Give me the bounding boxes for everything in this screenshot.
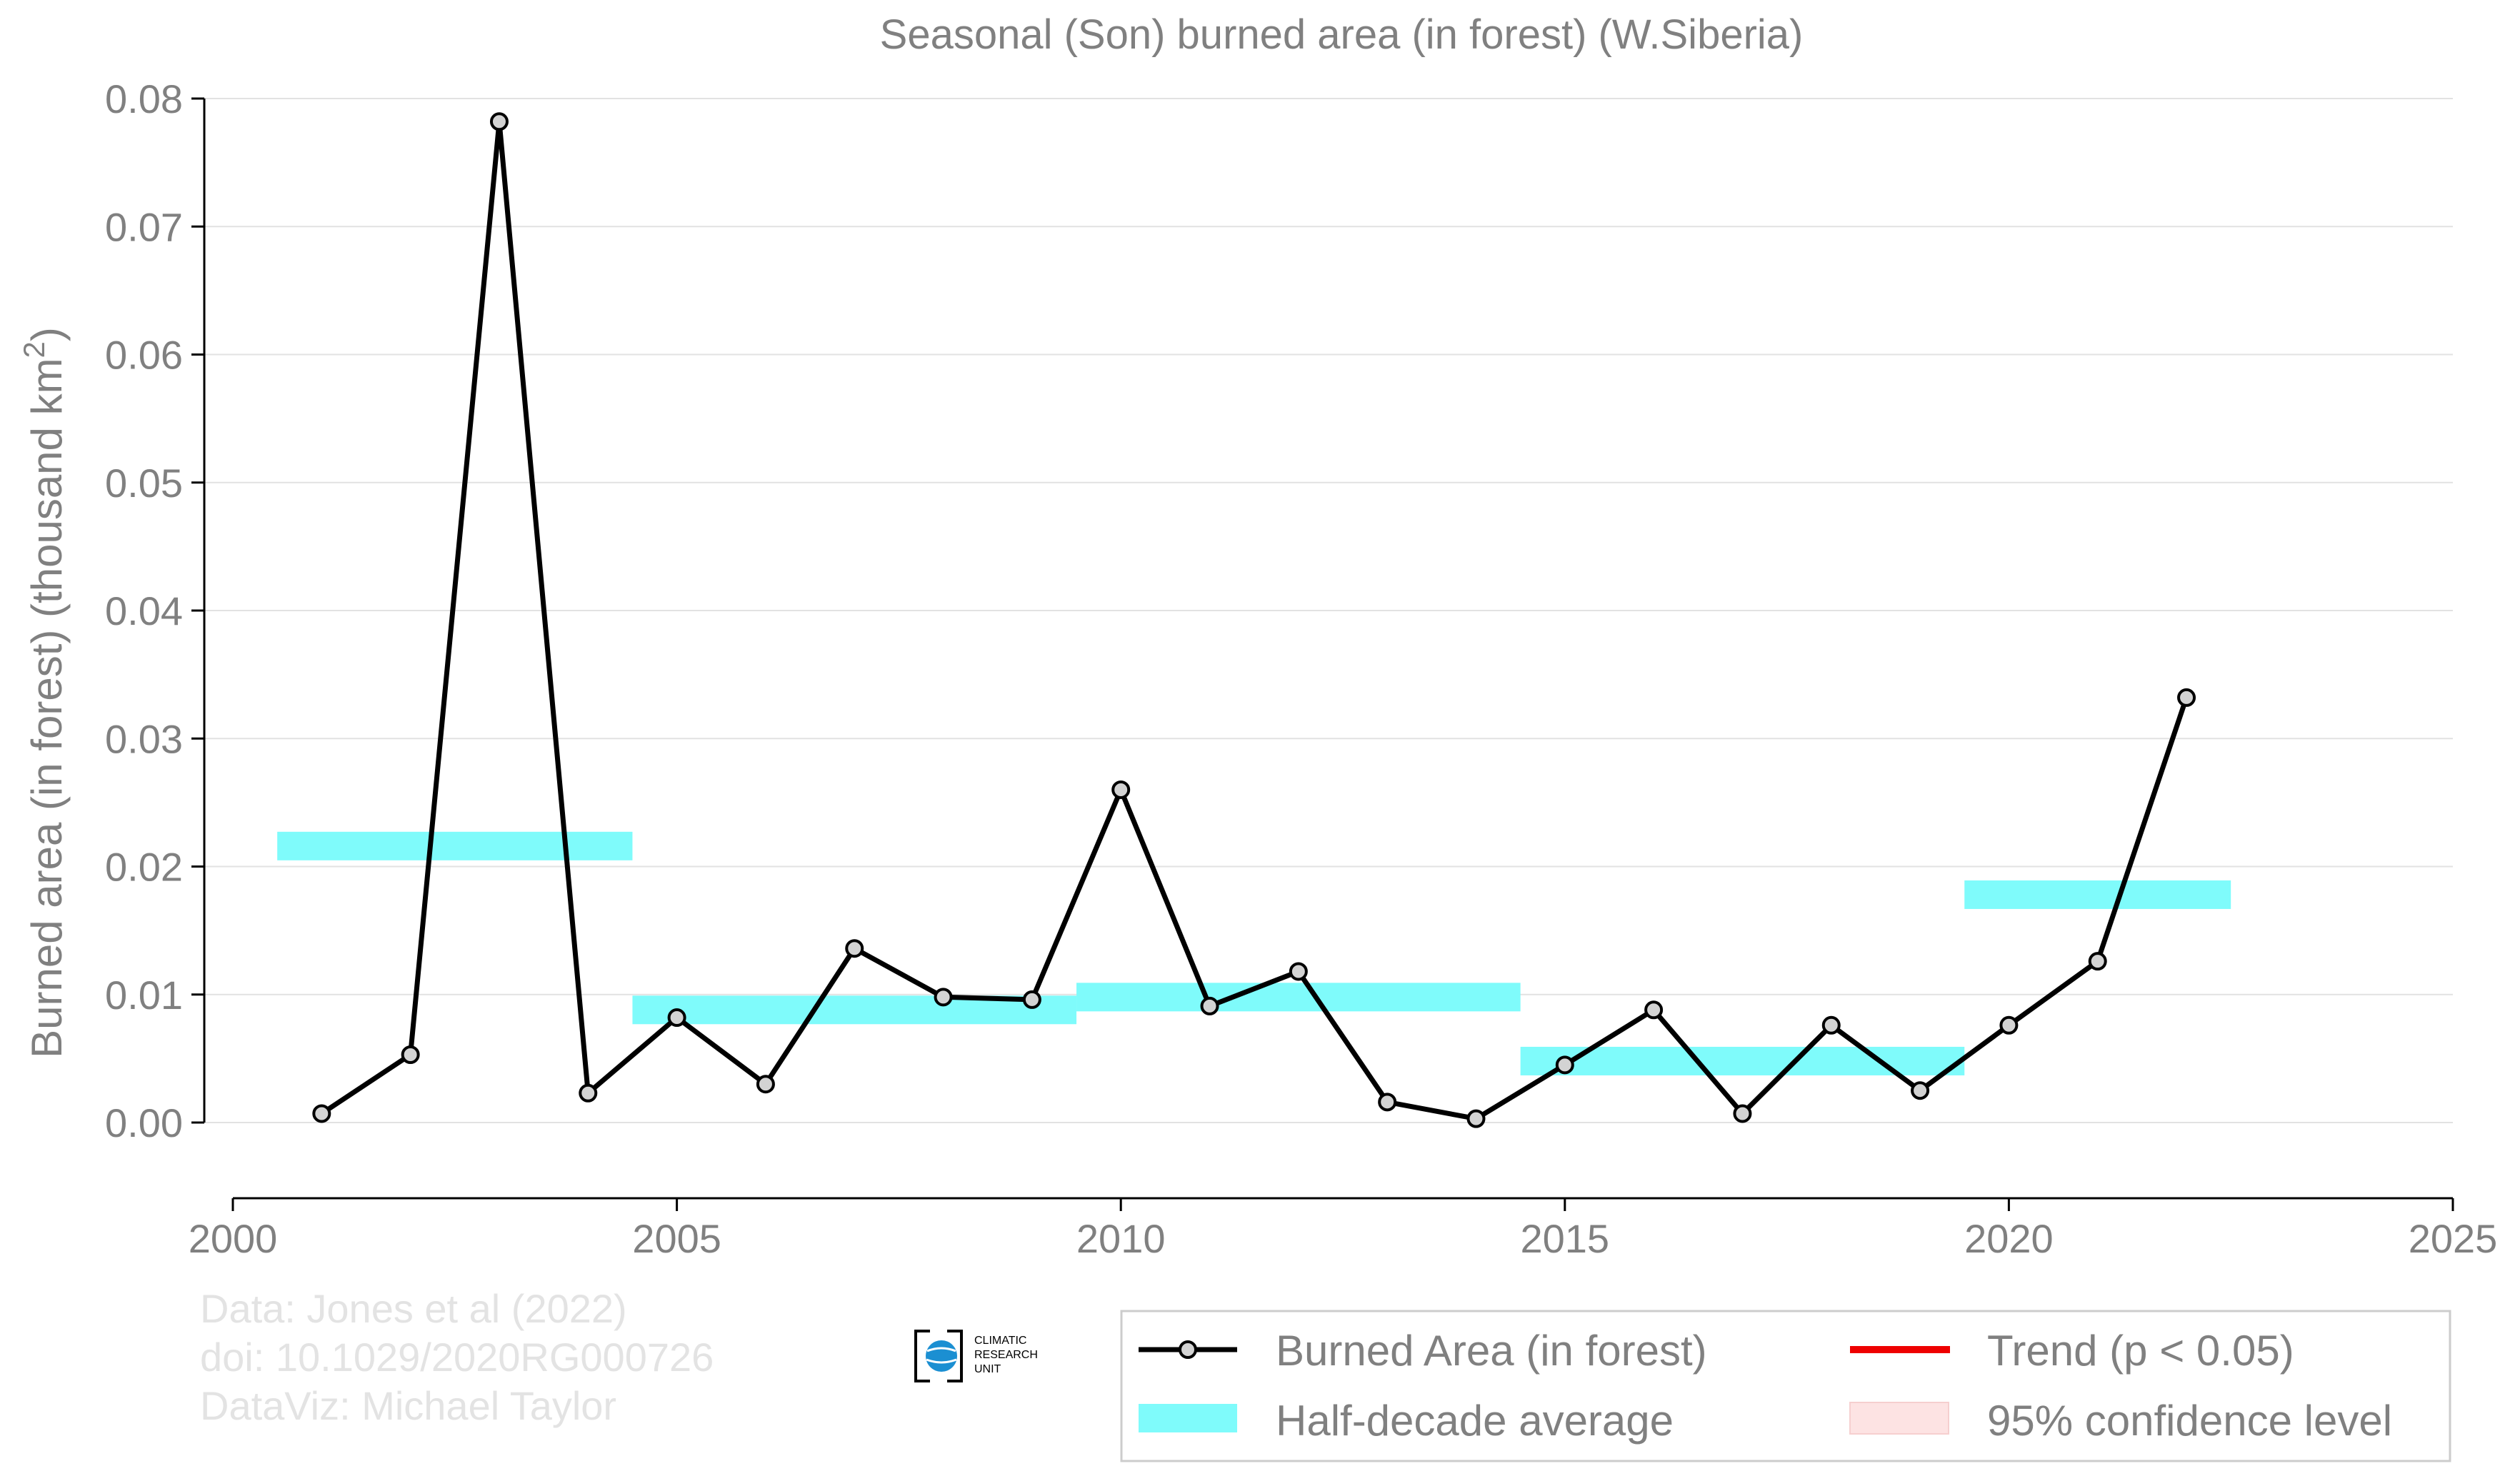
y-tick-label: 0.05 [105, 461, 183, 506]
burned-area-point [489, 112, 509, 131]
half-decade-average-bar [1964, 880, 2231, 909]
burned-area-point [934, 988, 953, 1007]
burned-area-point [756, 1075, 775, 1094]
legend-label-burned-area: Burned Area (in forest) [1276, 1327, 1707, 1375]
legend-label-half-decade: Half-decade average [1276, 1397, 1674, 1445]
chart-title: Seasonal (Son) burned area (in forest) (… [880, 11, 1804, 58]
burned-area-line [320, 119, 2189, 1122]
legend-label-trend: Trend (p < 0.05) [1987, 1327, 2294, 1375]
x-tick-label: 2020 [1964, 1216, 2054, 1261]
x-tick-label: 2000 [189, 1216, 278, 1261]
x-tick-label: 2015 [1521, 1216, 1610, 1261]
burned-area-point [845, 939, 864, 958]
burned-area-point [1644, 1000, 1664, 1020]
legend-confidence-swatch [1849, 1402, 1949, 1435]
credits: Data: Jones et al (2022) doi: 10.1029/20… [200, 1286, 714, 1428]
legend-label-confidence: 95% confidence level [1987, 1397, 2392, 1445]
burned-area-point [1999, 1015, 2019, 1035]
y-tick-label: 0.01 [105, 973, 183, 1018]
burned-area-point [1466, 1109, 1486, 1128]
cru-logo-text-1: CLIMATIC [974, 1335, 1026, 1347]
cru-logo-text-2: RESEARCH [974, 1349, 1038, 1361]
cru-logo: CLIMATIC RESEARCH UNIT [914, 1330, 1038, 1382]
burned-area-point [579, 1083, 598, 1103]
legend-half-decade-swatch [1139, 1404, 1237, 1432]
burned-area-point [1821, 1015, 1841, 1035]
burned-area-point [2088, 952, 2107, 971]
y-axis-label: Burned area (in forest) (thousand km2) [17, 327, 71, 1058]
burned-area-point [1555, 1055, 1574, 1075]
y-tick-label: 0.04 [105, 588, 183, 633]
burned-area-point [312, 1104, 331, 1123]
y-tick-label: 0.07 [105, 204, 183, 249]
burned-area-point [401, 1045, 420, 1064]
y-axis-label-superscript: 2 [17, 341, 51, 358]
half-decade-average-bar [1076, 983, 1521, 1012]
burned-area-point [667, 1008, 686, 1028]
half-decade-average-bar [277, 831, 633, 860]
cru-logo-bracket-icon [914, 1330, 963, 1382]
x-tick-label: 2025 [2409, 1216, 2498, 1261]
y-tick-label: 0.06 [105, 333, 183, 378]
burned-area-point [1911, 1081, 1930, 1100]
legend: Burned Area (in forest) Trend (p < 0.05)… [1120, 1310, 2451, 1462]
legend-box [1120, 1310, 2451, 1462]
x-tick-label: 2010 [1076, 1216, 1166, 1261]
burned-area-point [1022, 990, 1041, 1009]
y-tick-label: 0.00 [105, 1100, 183, 1145]
burned-area-point [1378, 1093, 1397, 1112]
burned-area-point [2177, 688, 2196, 707]
burned-area-point [1289, 962, 1308, 981]
y-axis-label-close: ) [23, 327, 71, 341]
x-axis: 2000 2005 2010 2015 2020 2025 [189, 1197, 2498, 1261]
cru-logo-text-3: UNIT [974, 1363, 1001, 1375]
credit-data-source: Data: Jones et al (2022) [200, 1286, 627, 1331]
credit-dataviz: DataViz: Michael Taylor [200, 1383, 616, 1428]
burned-area-point [1733, 1104, 1752, 1123]
burned-area-point [1200, 996, 1219, 1015]
y-axis: 0.00 0.01 0.02 0.03 0.04 0.05 0.06 0.07 0.08 [105, 76, 206, 1145]
y-tick-label: 0.03 [105, 716, 183, 761]
half-decade-average-bars [277, 831, 2231, 1075]
legend-burned-area-marker [1179, 1340, 1197, 1359]
burned-area-point [1111, 780, 1131, 799]
y-tick-label: 0.02 [105, 845, 183, 890]
credit-doi: doi: 10.1029/2020RG000726 [200, 1335, 714, 1380]
y-tick-label: 0.08 [105, 76, 183, 121]
cru-logo-globe-lines-icon [926, 1347, 957, 1364]
cru-logo-globe-icon [926, 1340, 957, 1372]
x-tick-label: 2005 [632, 1216, 721, 1261]
burned-area-series [312, 112, 2196, 1128]
